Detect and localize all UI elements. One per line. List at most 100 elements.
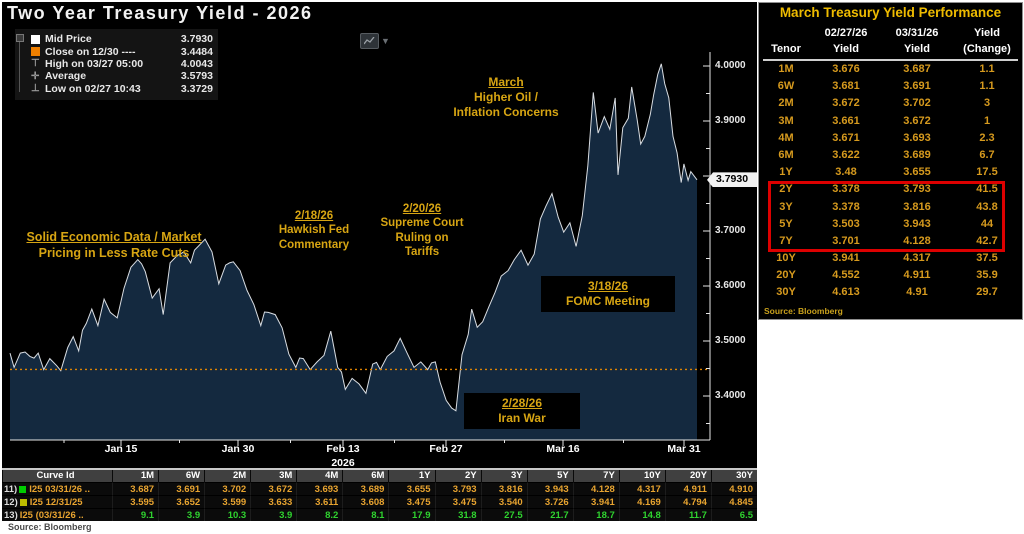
value-cell: 3.599 — [204, 495, 251, 508]
panel-title: March Treasury Yield Performance — [779, 5, 1002, 20]
legend-label: High on 03/27 05:00 — [45, 57, 144, 70]
value-cell: 3.611 — [296, 495, 343, 508]
row-number: 12) — [4, 496, 18, 508]
value-cell: 4.169 — [618, 495, 665, 508]
annotation-iran-war: 2/28/26 Iran War — [464, 393, 580, 429]
row-number: 13) — [4, 509, 18, 521]
annotation-line: March — [488, 75, 524, 89]
yield-change-cell: 1.1 — [979, 63, 995, 75]
legend-value: 3.5793 — [180, 70, 213, 83]
series-line — [9, 63, 698, 412]
value-cell: 3.633 — [250, 495, 297, 508]
value-cell: 3.595 — [112, 495, 159, 508]
value-cell: 4.911 — [664, 482, 711, 495]
curve-id-label: I25 (03/31/26 .. — [19, 509, 84, 521]
value-cell: 3.672 — [250, 482, 297, 495]
annotation-line: Higher Oil / — [473, 89, 538, 104]
column-header: Tenor — [771, 43, 801, 55]
axis-lines — [10, 52, 711, 441]
table-row: 3M 3.661 3.672 1 — [759, 113, 1022, 130]
y-axis-label: 3.7000 — [715, 225, 746, 236]
legend-tree-lines — [16, 34, 28, 92]
column-header: 10Y — [618, 470, 665, 482]
legend-item[interactable]: Close on 12/30 ---- 3.4484 — [31, 45, 213, 58]
legend-item[interactable]: Mid Price 3.7930 — [31, 33, 213, 45]
column-header: 1Y — [388, 470, 435, 482]
tenor-cell: 10Y — [776, 252, 796, 265]
tenor-cell: 30Y — [776, 286, 796, 299]
value-cell: 3.793 — [434, 482, 481, 495]
chart-type-button[interactable]: ▼ — [360, 32, 394, 49]
column-header: 7Y — [572, 470, 619, 482]
value-cell: 4.794 — [664, 495, 711, 508]
last-price-badge: 3.7930 — [707, 172, 757, 188]
yield-end-cell: 3.702 — [903, 97, 931, 110]
yield-change-cell: 44 — [980, 217, 994, 230]
value-cell: 3.693 — [296, 482, 343, 495]
value-cell: 27.5 — [480, 508, 527, 521]
tenor-cell: 6M — [778, 148, 794, 161]
column-header: 5Y — [526, 470, 573, 482]
curve-color-swatch — [19, 498, 27, 506]
column-header: Yield — [833, 43, 859, 55]
column-header: 2Y — [434, 470, 481, 482]
axis-ticks — [63, 65, 710, 446]
value-cell: 11.7 — [664, 508, 711, 521]
column-header: 6M — [342, 470, 389, 482]
yield-end-cell: 3.793 — [903, 183, 931, 196]
value-cell: 3.652 — [158, 495, 205, 508]
curve-table-row[interactable]: 11) I25 03/31/26 .. 3.687 3.691 3.702 3.672 3.… — [2, 482, 757, 495]
curve-id-label: I25 12/31/25 — [29, 496, 83, 508]
value-cell: 3.608 — [342, 495, 389, 508]
tenor-cell: 3Y — [779, 200, 793, 213]
tenor-cell: 6W — [777, 80, 795, 93]
yield-end-cell: 4.317 — [903, 252, 931, 265]
x-axis-year-label: 2026 — [331, 457, 355, 469]
annotation-solid-economic-data: Solid Economic Data / Market Pricing in … — [10, 230, 218, 261]
curve-table-row[interactable]: 13) I25 (03/31/26 .. 9.1 3.9 10.3 3.9 8.2 8.1 17… — [2, 508, 757, 521]
chart-plot-area[interactable] — [2, 2, 757, 521]
yield-start-cell: 3.378 — [832, 183, 860, 196]
tenor-cell: 1M — [778, 63, 794, 75]
legend-value: 4.0043 — [180, 57, 213, 70]
x-axis-label: Jan 15 — [104, 443, 138, 455]
yield-start-cell: 3.661 — [832, 114, 860, 127]
value-cell: 3.691 — [158, 482, 205, 495]
table-row: 6M 3.622 3.689 6.7 — [759, 147, 1022, 164]
yield-start-cell: 3.701 — [832, 234, 860, 247]
table-row: 7Y 3.701 4.128 42.7 — [759, 233, 1022, 250]
value-cell: 6.5 — [710, 508, 757, 521]
column-header: Yield — [904, 43, 930, 55]
y-axis-label: 3.9000 — [715, 115, 746, 126]
table-row: 3Y 3.378 3.816 43.8 — [759, 199, 1022, 216]
curve-table-row[interactable]: 12) I25 12/31/25 3.595 3.652 3.599 3.633 3.611… — [2, 495, 757, 508]
yield-start-cell: 3.48 — [835, 166, 857, 179]
source-note: Source: Bloomberg — [8, 522, 92, 532]
yield-end-cell: 4.91 — [906, 286, 928, 299]
yield-start-cell: 3.681 — [832, 80, 860, 93]
legend-label: Close on 12/30 ---- — [45, 45, 136, 58]
column-header: 4M — [296, 470, 343, 482]
legend-item[interactable]: ⊤ High on 03/27 05:00 4.0043 — [31, 58, 213, 70]
mid-price-swatch-icon — [31, 34, 45, 44]
x-axis-label: Jan 30 — [221, 443, 255, 455]
x-axis-label: Mar 31 — [667, 443, 701, 455]
table-row: 2Y 3.378 3.793 41.5 — [759, 181, 1022, 198]
legend-collapse-icon[interactable] — [16, 34, 24, 42]
annotation-supreme-court: 2/20/26 Supreme Court Ruling on Tariffs — [360, 202, 484, 259]
value-cell: 14.8 — [618, 508, 665, 521]
yield-end-cell: 3.687 — [903, 63, 931, 75]
value-cell: 3.816 — [480, 482, 527, 495]
value-cell: 3.726 — [526, 495, 573, 508]
series-area-fill — [10, 63, 697, 441]
column-header: Curve Id — [2, 470, 112, 482]
value-cell: 3.941 — [572, 495, 619, 508]
y-axis-label: 3.5000 — [715, 335, 746, 346]
value-cell: 3.540 — [480, 495, 527, 508]
yield-change-cell: 41.5 — [976, 183, 998, 196]
curve-color-swatch — [19, 485, 27, 493]
legend-item[interactable]: ⊥ Low on 02/27 10:43 3.3729 — [31, 83, 213, 95]
legend-item[interactable]: ✛ Average 3.5793 — [31, 70, 213, 82]
low-marker-icon: ⊥ — [31, 83, 40, 95]
annotation-line: Ruling on — [395, 231, 449, 244]
